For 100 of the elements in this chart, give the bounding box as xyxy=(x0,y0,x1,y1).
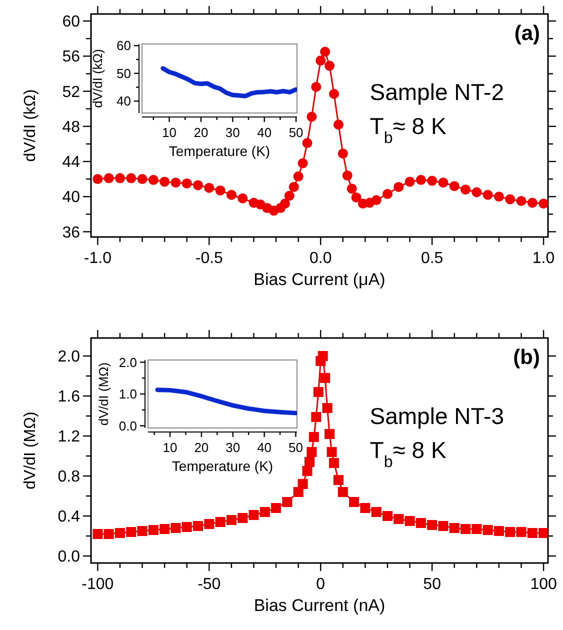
point xyxy=(316,56,326,66)
y-tick-label: 60 xyxy=(116,38,131,54)
point xyxy=(104,173,114,184)
x-tick-label: 20 xyxy=(194,125,208,140)
point xyxy=(416,174,426,185)
annotation: T$_{b}$≈ 8 K xyxy=(370,437,447,471)
point xyxy=(438,178,448,188)
point xyxy=(394,182,404,192)
y-axis-title: dV/dI (kΩ) xyxy=(22,89,39,162)
point xyxy=(472,524,482,534)
point xyxy=(248,510,259,520)
point xyxy=(538,528,548,538)
point xyxy=(306,447,317,457)
point xyxy=(326,447,337,457)
point xyxy=(482,190,493,200)
point xyxy=(114,528,125,538)
point xyxy=(416,518,426,528)
point xyxy=(516,527,526,537)
point xyxy=(346,184,357,194)
point xyxy=(271,503,282,513)
y-tick-label: 44 xyxy=(62,154,80,172)
y-tick-label: 1.6 xyxy=(58,388,80,406)
point xyxy=(460,524,471,534)
point xyxy=(226,190,236,200)
point xyxy=(438,521,448,531)
x-tick-label: 40 xyxy=(257,125,272,140)
point xyxy=(342,170,352,181)
point xyxy=(449,523,460,533)
point xyxy=(170,523,181,533)
y-tick-label: 60 xyxy=(62,14,80,31)
x-tick-label: 1.0 xyxy=(532,250,555,267)
point xyxy=(92,174,103,184)
x-tick-label: 50 xyxy=(288,125,304,140)
y-tick-label: 0.4 xyxy=(58,508,80,526)
x-tick-label: 50 xyxy=(423,576,442,593)
y-tick-label: 50 xyxy=(116,66,131,81)
point xyxy=(394,514,404,524)
point xyxy=(137,526,148,536)
point xyxy=(170,178,181,188)
point xyxy=(148,174,158,185)
point xyxy=(320,373,330,383)
point xyxy=(215,185,226,196)
point xyxy=(288,182,299,192)
x-tick-label: -50 xyxy=(198,576,221,593)
point xyxy=(371,195,382,206)
point xyxy=(338,148,348,159)
y-tick-label: 1.2 xyxy=(58,428,80,446)
y-tick-label: 36 xyxy=(62,224,80,242)
line-series xyxy=(160,66,297,98)
x-tick-label: -0.5 xyxy=(195,250,224,267)
x-axis-title: Bias Current (nA) xyxy=(254,596,386,615)
y-tick-label: 48 xyxy=(62,118,80,136)
y-axis-title: dV/dI (kΩ) xyxy=(90,49,105,108)
x-tick-label: 30 xyxy=(225,125,240,140)
point xyxy=(298,479,308,489)
point xyxy=(322,403,332,413)
point xyxy=(371,507,382,517)
point xyxy=(382,188,392,199)
point xyxy=(137,174,148,184)
point xyxy=(238,513,248,523)
point xyxy=(308,432,319,442)
x-tick-label: 20 xyxy=(194,440,209,455)
x-tick-label: -1.0 xyxy=(84,250,112,267)
x-tick-label: 100 xyxy=(530,576,557,593)
point xyxy=(114,173,125,184)
point xyxy=(360,503,370,513)
annotation: (a) xyxy=(514,22,540,45)
x-tick-label: 30 xyxy=(226,440,240,455)
point xyxy=(204,182,214,193)
point xyxy=(349,497,360,507)
point xyxy=(324,60,335,71)
x-tick-label: 50 xyxy=(288,440,303,455)
x-axis-title: Bias Current (μA) xyxy=(254,270,386,289)
point xyxy=(527,528,538,538)
y-tick-label: 56 xyxy=(62,48,80,66)
point xyxy=(538,198,548,209)
point xyxy=(328,458,339,468)
point xyxy=(215,517,226,527)
x-axis-title: Temperature (K) xyxy=(172,458,274,474)
point xyxy=(404,516,415,526)
point xyxy=(472,187,482,198)
point xyxy=(182,178,192,188)
x-tick-label: -100 xyxy=(82,576,114,593)
point xyxy=(333,475,344,485)
annotation: Sample NT-2 xyxy=(370,79,504,105)
y-tick-label: 52 xyxy=(62,84,80,101)
y-tick-label: 40 xyxy=(62,189,80,206)
point xyxy=(204,519,214,529)
point xyxy=(494,192,504,202)
y-tick-label: 40 xyxy=(116,94,131,109)
point xyxy=(311,82,322,92)
point xyxy=(505,527,516,537)
point xyxy=(505,194,516,204)
point xyxy=(182,522,192,532)
x-tick-label: 0.0 xyxy=(309,250,332,267)
point xyxy=(193,180,204,190)
point xyxy=(282,497,292,507)
y-tick-label: 1.0 xyxy=(118,386,137,402)
point xyxy=(302,138,312,148)
point xyxy=(351,192,362,202)
